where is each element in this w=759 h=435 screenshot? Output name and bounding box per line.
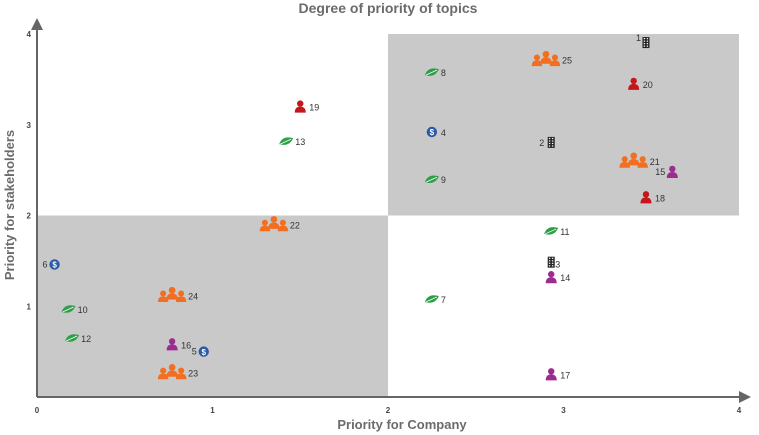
point-group-icon: 22 [259, 216, 300, 232]
point-label: 8 [441, 68, 446, 78]
point-person-red-icon: 19 [294, 100, 319, 113]
point-label: 17 [560, 370, 570, 380]
point-label: 12 [81, 334, 91, 344]
point-label: 2 [539, 138, 544, 148]
data-points: 123$ 4$5$67891011121314151617181920212223… [43, 33, 678, 381]
quadrant-shading [37, 34, 739, 397]
point-label: 18 [655, 193, 665, 203]
point-label: 13 [295, 137, 305, 147]
point-money-icon: $6 [43, 259, 60, 270]
point-label: 4 [441, 128, 446, 138]
y-axis-arrow [31, 18, 43, 30]
point-label: 9 [441, 175, 446, 185]
x-axis-arrow [739, 391, 751, 403]
point-label: 20 [643, 80, 653, 90]
point-label: 11 [560, 227, 569, 237]
point-person-purple-icon: 15 [655, 165, 678, 178]
point-money-icon: $4 [426, 126, 446, 138]
chart-title: Degree of priority of topics [299, 0, 478, 16]
point-label: 22 [290, 221, 300, 231]
point-leaf-icon: 10 [61, 305, 88, 315]
point-label: 10 [78, 305, 88, 315]
point-group-icon: 24 [157, 286, 198, 303]
point-building-icon: 3 [547, 256, 560, 270]
point-label: 15 [655, 167, 665, 177]
point-group-icon: 23 [157, 363, 198, 380]
point-leaf-icon: 13 [279, 137, 305, 147]
point-label: 19 [309, 103, 319, 113]
y-tick-label: 3 [27, 121, 32, 130]
point-label: 24 [188, 291, 198, 301]
svg-text:$: $ [52, 261, 57, 270]
point-label: 5 [192, 347, 197, 357]
x-tick-label: 2 [386, 406, 391, 415]
point-label: 3 [555, 260, 560, 270]
point-label: 16 [181, 340, 191, 350]
shaded-quadrant-bottom-left [37, 215, 388, 397]
point-person-purple-icon: 14 [545, 271, 570, 284]
point-person-red-icon: 20 [628, 77, 653, 90]
svg-text:$: $ [430, 128, 435, 137]
point-label: 1 [636, 33, 641, 43]
svg-text:$: $ [201, 348, 206, 357]
point-label: 25 [562, 55, 572, 65]
point-label: 6 [43, 260, 48, 270]
point-label: 21 [650, 157, 660, 167]
x-tick-label: 3 [561, 406, 566, 415]
point-label: 7 [441, 295, 446, 305]
point-leaf-icon: 7 [424, 295, 446, 305]
point-leaf-icon: 11 [544, 227, 570, 237]
point-group-icon: 21 [619, 152, 660, 168]
x-tick-label: 4 [737, 406, 742, 415]
point-building-icon: 2 [539, 136, 555, 148]
point-person-red-icon: 18 [640, 191, 665, 204]
y-tick-label: 2 [27, 212, 32, 221]
x-tick-label: 0 [35, 406, 40, 415]
y-tick-label: 1 [27, 302, 32, 311]
point-person-purple-icon: 17 [545, 368, 570, 381]
axes [31, 18, 751, 403]
point-leaf-icon: 8 [424, 68, 446, 78]
x-axis-title: Priority for Company [337, 417, 467, 432]
point-group-icon: 25 [531, 50, 572, 67]
point-money-icon: $5 [192, 346, 209, 357]
point-person-purple-icon: 16 [166, 338, 191, 351]
point-label: 14 [560, 273, 570, 283]
y-tick-label: 4 [27, 30, 32, 39]
point-leaf-icon: 9 [424, 175, 446, 185]
point-label: 23 [188, 368, 198, 378]
point-building-icon: 1 [636, 33, 650, 49]
point-leaf-icon: 12 [65, 334, 91, 344]
x-tick-label: 1 [210, 406, 215, 415]
y-axis-title: Priority for stakeholders [2, 130, 17, 280]
shaded-quadrant-top-right [388, 34, 739, 216]
